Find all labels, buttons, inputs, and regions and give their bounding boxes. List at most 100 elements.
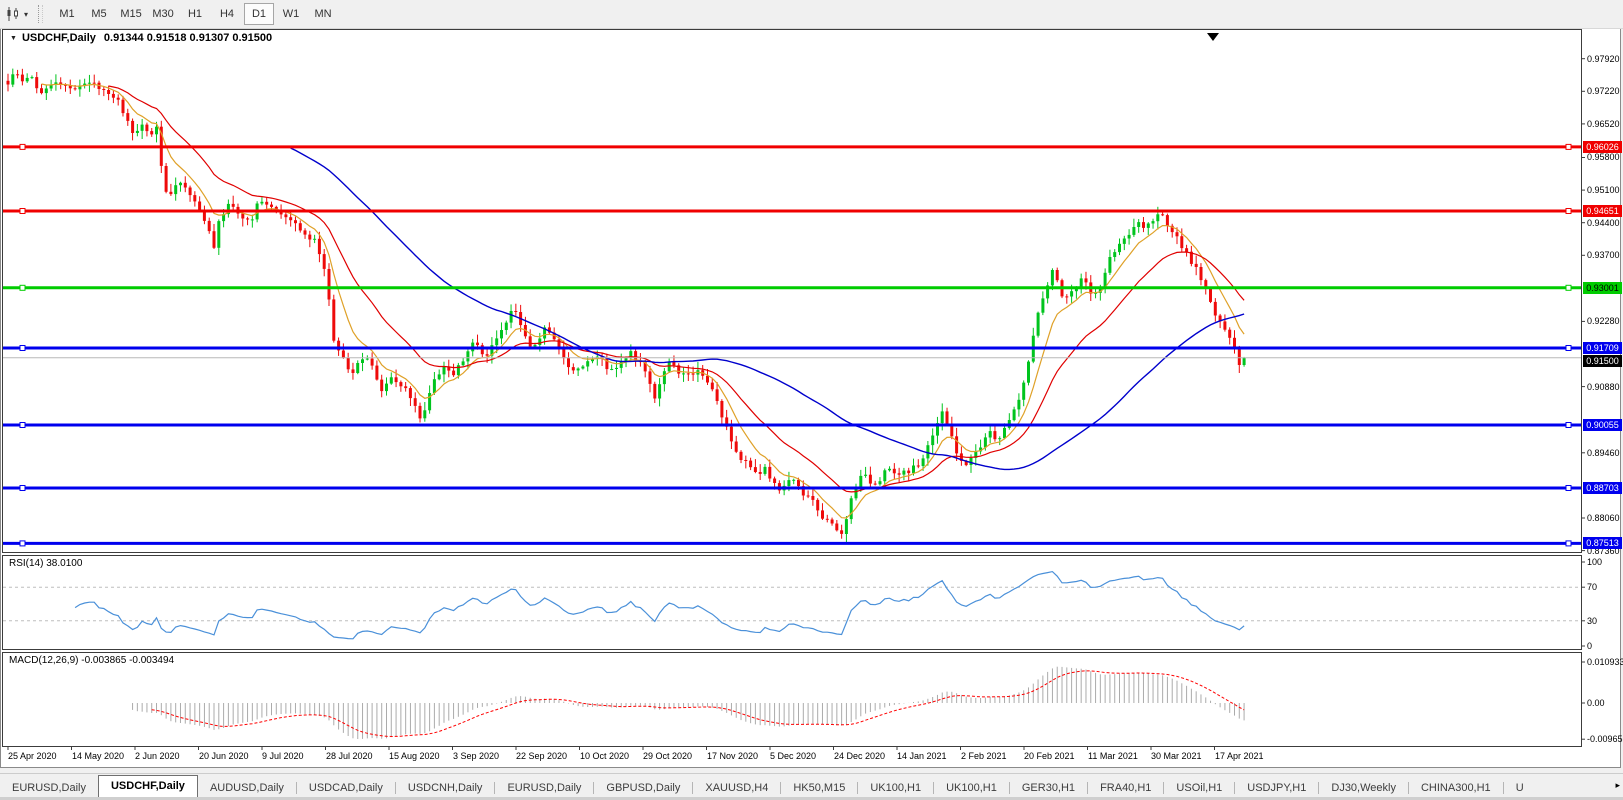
tab-separator: [494, 782, 496, 794]
symbol-tab[interactable]: FRA40,H1: [1100, 782, 1152, 794]
price-level-badge: 0.90055: [1583, 419, 1622, 431]
rsi-tick-label: 30: [1587, 616, 1598, 626]
symbol-tab[interactable]: UK100,H1: [870, 782, 922, 794]
price-level-badge: 0.96026: [1583, 141, 1622, 153]
date-label: 2 Feb 2021: [961, 751, 1007, 761]
timeframe-button-mn[interactable]: MN: [314, 8, 332, 20]
tab-separator: [1087, 782, 1089, 794]
symbol-tab[interactable]: USDCAD,Daily: [308, 782, 383, 794]
date-label: 15 Aug 2020: [389, 751, 440, 761]
symbol-tab[interactable]: CHINA300,H1: [1420, 782, 1491, 794]
price-tick-label: 0.95800: [1587, 152, 1620, 162]
date-label: 17 Nov 2020: [707, 751, 759, 761]
date-label: 20 Jun 2020: [199, 751, 249, 761]
tab-separator: [1163, 782, 1165, 794]
symbol-tab[interactable]: USDJPY,H1: [1247, 782, 1307, 794]
rsi-panel-canvas[interactable]: [3, 555, 1581, 649]
symbol-tab[interactable]: UK100,H1: [946, 782, 997, 794]
tab-separator: [1318, 782, 1320, 794]
date-label: 25 Apr 2020: [8, 751, 57, 761]
price-tick-label: 0.92280: [1587, 316, 1620, 326]
tab-separator: [1502, 782, 1504, 794]
price-tick-label: 0.95100: [1587, 185, 1620, 195]
price-tick-label: 0.87360: [1587, 546, 1620, 556]
price-tick-label: 0.97920: [1587, 54, 1620, 64]
symbol-tab[interactable]: GBPUSD,Daily: [606, 782, 681, 794]
date-label: 3 Sep 2020: [453, 751, 500, 761]
tab-separator: [933, 782, 935, 794]
date-label: 30 Mar 2021: [1151, 751, 1202, 761]
date-label: 29 Oct 2020: [643, 751, 693, 761]
price-tick-label: 0.97220: [1587, 86, 1620, 96]
price-level-badge: 0.87513: [1583, 537, 1622, 549]
price-tick-label: 0.93700: [1587, 250, 1620, 260]
rsi-tick-label: 0: [1587, 641, 1593, 651]
date-label: 2 Jun 2020: [135, 751, 180, 761]
tab-separator: [1008, 782, 1010, 794]
timeframe-button-w1[interactable]: W1: [282, 8, 300, 20]
tab-separator: [394, 782, 396, 794]
chart-canvas[interactable]: [3, 29, 1581, 552]
tab-separator: [780, 782, 782, 794]
tab-scroll-right-button[interactable]: ▸: [1615, 780, 1620, 790]
chart-tool-button[interactable]: ▾: [5, 6, 28, 22]
symbol-tab[interactable]: EURUSD,Daily: [12, 782, 86, 794]
timeframe-button-m5[interactable]: M5: [91, 8, 107, 20]
timeframe-button-m30[interactable]: M30: [152, 8, 174, 20]
price-tick-label: 0.96520: [1587, 119, 1620, 129]
timeframe-button-m15[interactable]: M15: [120, 8, 142, 20]
date-label: 22 Sep 2020: [516, 751, 568, 761]
price-level-badge: 0.91709: [1583, 342, 1622, 354]
macd-tick-label: 0.010933: [1587, 657, 1623, 667]
macd-panel-canvas[interactable]: [3, 652, 1581, 746]
tab-separator: [1234, 782, 1236, 794]
macd-tick-label: -0.00965: [1587, 734, 1623, 744]
candlestick-chart-icon: [7, 7, 18, 21]
price-level-badge: 0.88703: [1583, 482, 1622, 494]
date-label: 5 Dec 2020: [770, 751, 817, 761]
symbol-tab[interactable]: USDCNH,Daily: [407, 782, 483, 794]
rsi-tick-label: 100: [1587, 557, 1603, 567]
tab-separator: [1407, 782, 1409, 794]
bottom-strip: [0, 797, 1623, 800]
price-level-badge: 0.94651: [1583, 205, 1622, 217]
date-label: 20 Feb 2021: [1024, 751, 1075, 761]
timeframe-button-m1[interactable]: M1: [59, 8, 75, 20]
date-label: 14 May 2020: [72, 751, 125, 761]
date-label: 10 Oct 2020: [580, 751, 630, 761]
price-tick-label: 0.89460: [1587, 448, 1620, 458]
date-label: 9 Jul 2020: [262, 751, 304, 761]
symbol-tab[interactable]: DJ30,Weekly: [1331, 782, 1396, 794]
toolbar-grip[interactable]: [38, 5, 44, 23]
symbol-tab[interactable]: AUDUSD,Daily: [209, 782, 284, 794]
tab-separator: [692, 782, 694, 794]
symbol-tab[interactable]: U: [1515, 782, 1524, 794]
symbol-tab[interactable]: XAUUSD,H4: [705, 782, 769, 794]
price-tick-label: 0.90880: [1587, 382, 1620, 392]
symbol-tab[interactable]: EURUSD,Daily: [507, 782, 582, 794]
chevron-down-icon: ▾: [24, 9, 29, 19]
symbol-tab[interactable]: USOil,H1: [1176, 782, 1223, 794]
date-label: 14 Jan 2021: [897, 751, 947, 761]
symbol-tab[interactable]: HK50,M15: [793, 782, 846, 794]
symbol-tab-active[interactable]: USDCHF,Daily: [97, 775, 198, 798]
price-tick-label: 0.88060: [1587, 513, 1620, 523]
symbol-tab-bar: EURUSD,Daily USDCHF,Daily AUDUSD,Daily USDC…: [0, 773, 1623, 798]
date-label: 11 Mar 2021: [1088, 751, 1138, 761]
tab-separator: [593, 782, 595, 794]
rsi-tick-label: 70: [1587, 582, 1598, 592]
timeframe-button-h4[interactable]: H4: [219, 8, 235, 20]
current-price-badge: 0.91500: [1583, 355, 1622, 367]
date-label: 24 Dec 2020: [834, 751, 886, 761]
tab-separator: [295, 782, 297, 794]
timeframe-button-h1[interactable]: H1: [187, 8, 203, 20]
date-label: 28 Jul 2020: [326, 751, 373, 761]
macd-tick-label: 0.00: [1587, 698, 1605, 708]
price-level-badge: 0.93001: [1583, 282, 1622, 294]
tab-separator: [857, 782, 859, 794]
price-tick-label: 0.94400: [1587, 218, 1620, 228]
date-label: 17 Apr 2021: [1215, 751, 1264, 761]
top-toolbar: ▾ M1 M5 M15 M30 H1 H4 D1 W1 MN: [0, 0, 1623, 29]
symbol-tab[interactable]: GER30,H1: [1021, 782, 1076, 794]
timeframe-button-d1[interactable]: D1: [244, 3, 275, 25]
